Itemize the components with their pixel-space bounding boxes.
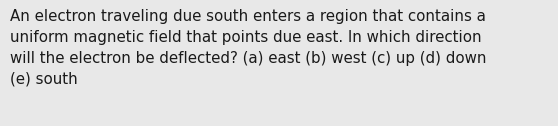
Text: An electron traveling due south enters a region that contains a
uniform magnetic: An electron traveling due south enters a… xyxy=(10,9,487,87)
